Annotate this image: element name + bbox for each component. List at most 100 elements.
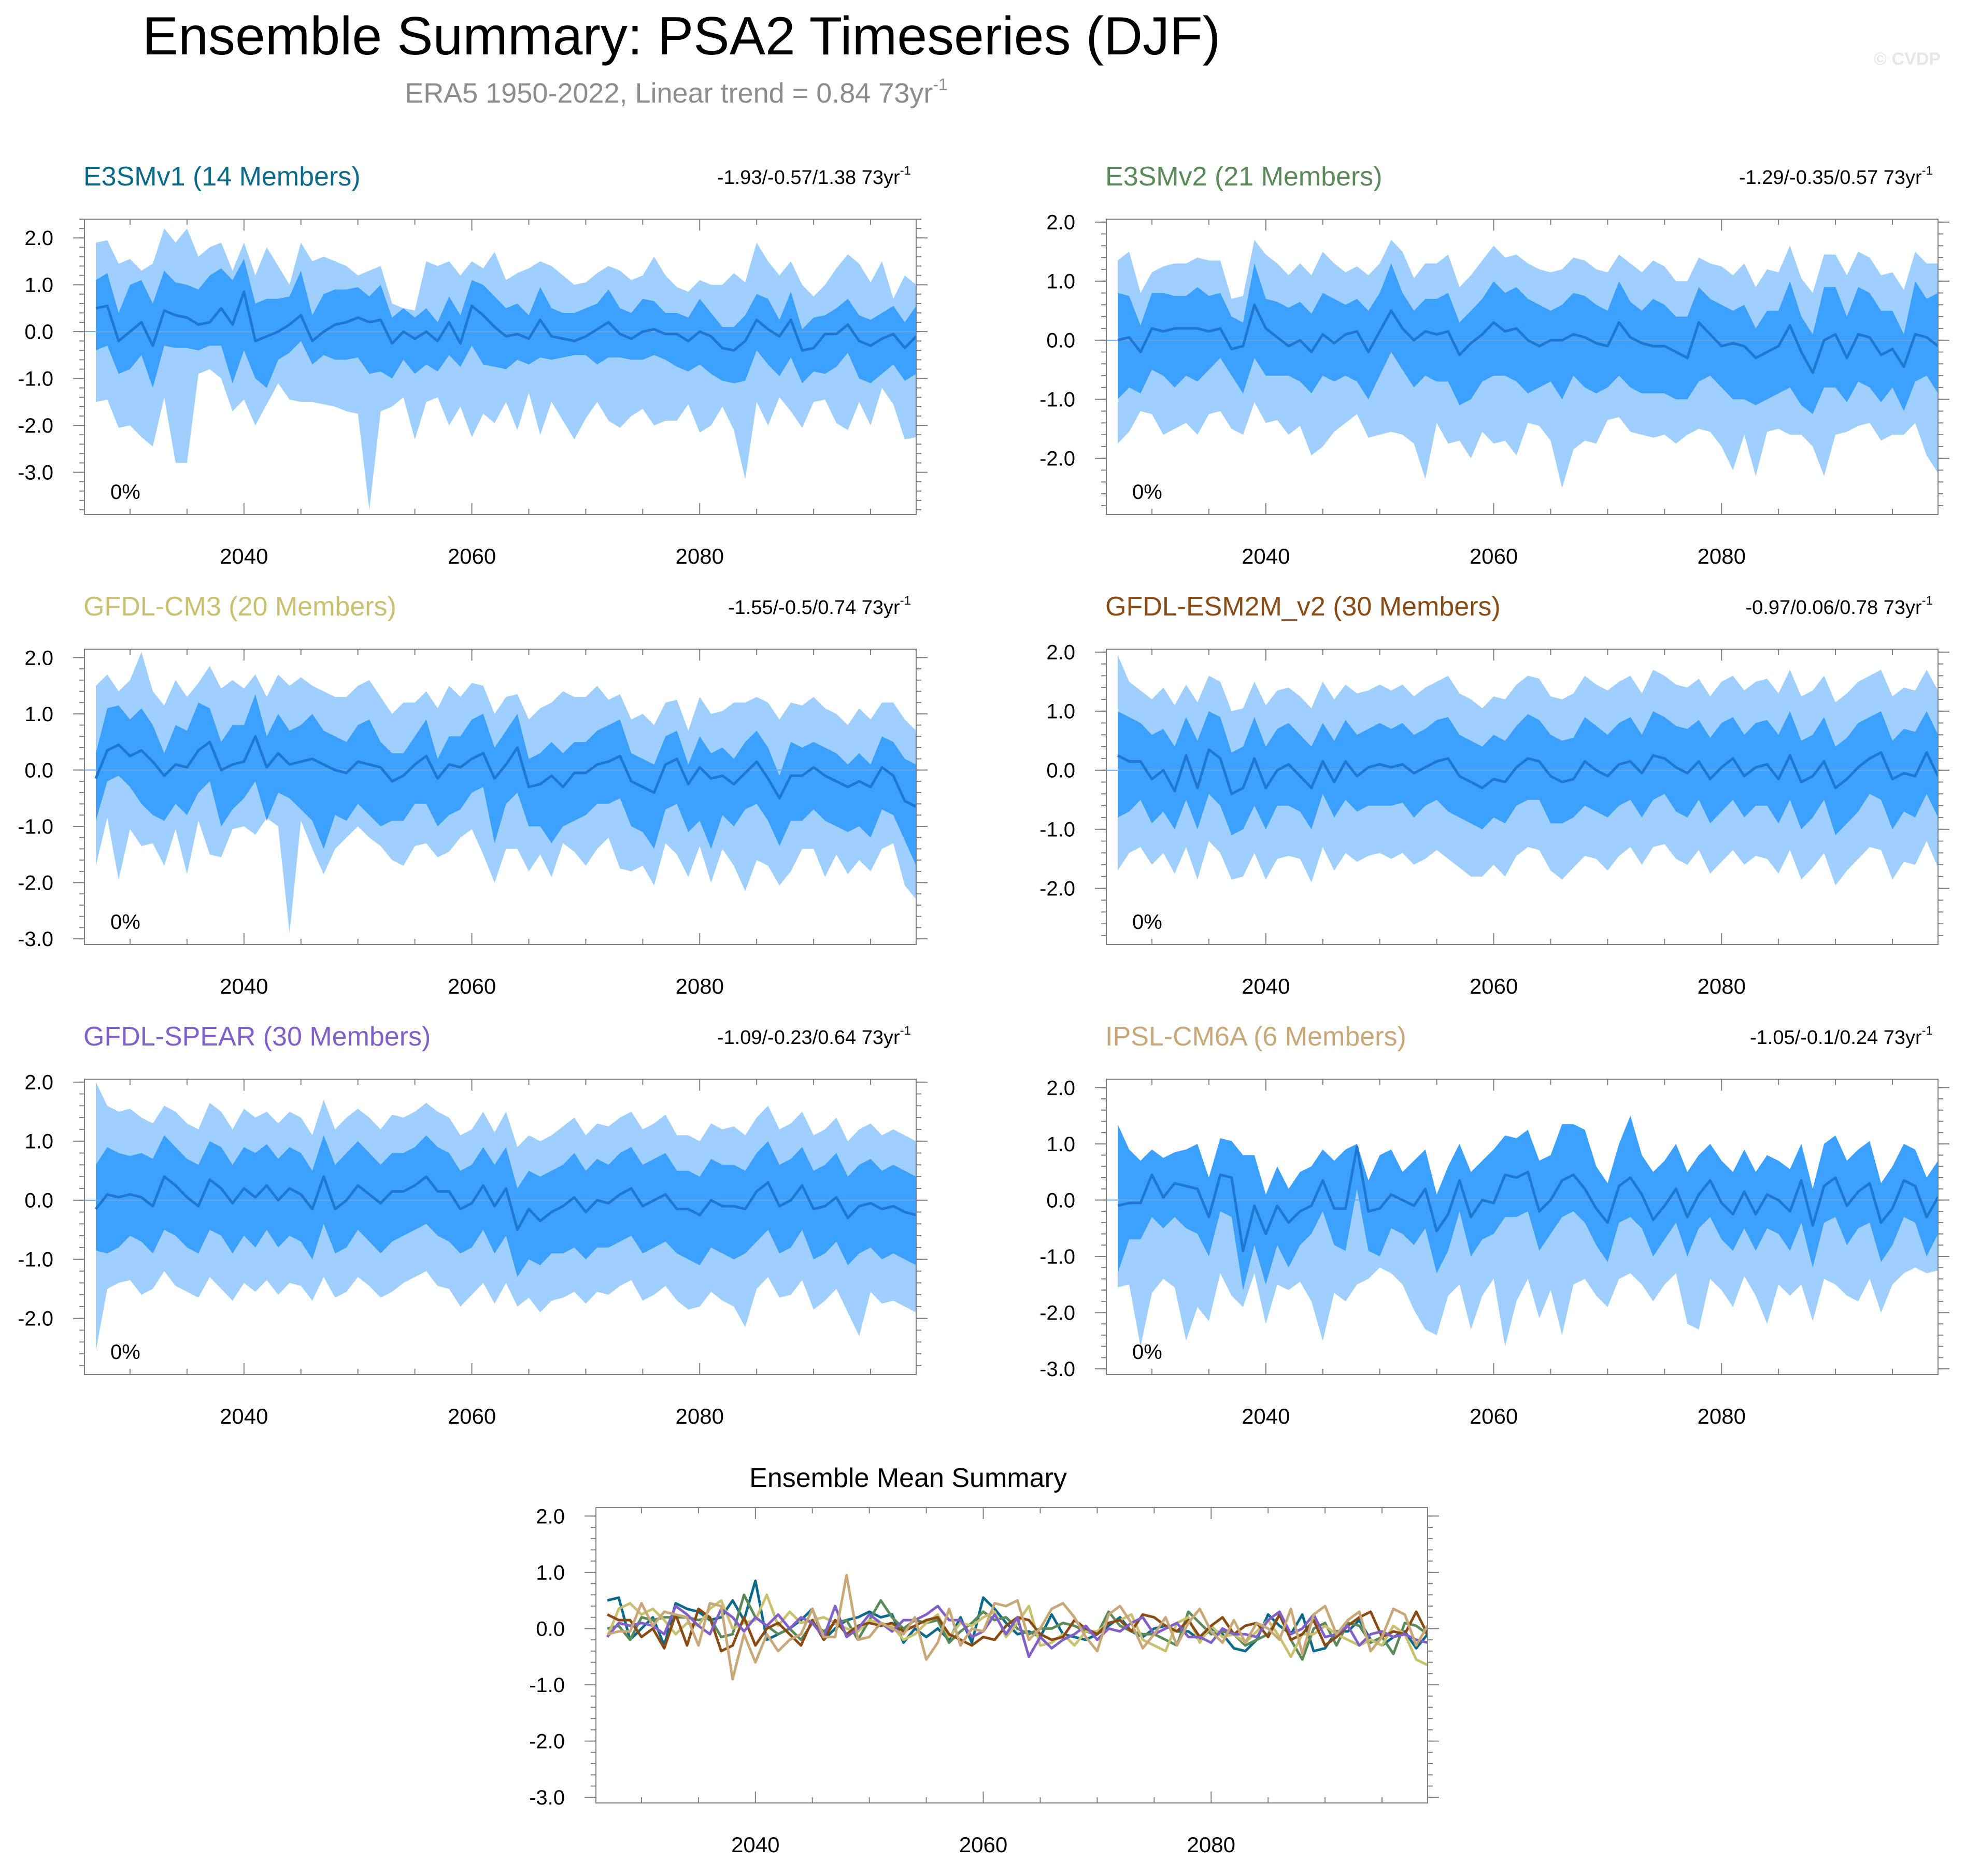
- x-tick-label-gfdl-cm3: 2040: [220, 974, 268, 998]
- x-tick-label-gfdl-esm2m: 2060: [1470, 974, 1518, 998]
- y-tick-label-ipsl-cm6a: 1.0: [1046, 1133, 1075, 1156]
- figure-subtitle: ERA5 1950-2022, Linear trend = 0.84 73yr…: [405, 75, 948, 109]
- y-tick-label-e3smv1: -1.0: [18, 368, 53, 391]
- x-tick-label-ensemble-mean: 2060: [959, 1832, 1007, 1857]
- y-tick-label-gfdl-cm3: 0.0: [24, 759, 53, 782]
- panel-frame-e3smv2: [1106, 219, 1939, 515]
- mean-line-ipsl-cm6a: [1117, 1145, 1938, 1252]
- panel-gfdl-esm2m: GFDL-ESM2M_v2 (30 Members) -0.97/0.06/0.7…: [1039, 592, 1949, 998]
- y-tick-label-gfdl-cm3: -2.0: [18, 872, 53, 895]
- x-tick-label-gfdl-spear: 2060: [448, 1404, 496, 1428]
- series-line-e3smv2: [607, 1593, 1428, 1661]
- y-tick-label-e3smv2: 0.0: [1046, 330, 1075, 352]
- panel-frame-ensemble-mean: [595, 1507, 1428, 1803]
- y-tick-label-gfdl-spear: 2.0: [24, 1071, 53, 1094]
- panel-trend-text-gfdl-cm3: -1.55/-0.5/0.74 73yr: [728, 597, 900, 619]
- panel-annotation-gfdl-cm3: 0%: [110, 911, 140, 934]
- y-tick-label-e3smv1: -3.0: [18, 462, 53, 484]
- x-tick-label-ipsl-cm6a: 2040: [1242, 1404, 1290, 1428]
- panel-trend-superscript-gfdl-spear: -1: [900, 1024, 911, 1038]
- y-tick-label-gfdl-spear: 1.0: [24, 1130, 53, 1153]
- panel-annotation-e3smv1: 0%: [110, 481, 140, 504]
- y-tick-label-gfdl-cm3: 2.0: [24, 647, 53, 669]
- panel-title-e3smv2: E3SMv2 (21 Members): [1105, 162, 1383, 192]
- x-tick-label-gfdl-cm3: 2080: [676, 974, 724, 998]
- panel-title-e3smv1: E3SMv1 (14 Members): [83, 162, 361, 192]
- y-tick-label-gfdl-spear: -2.0: [18, 1308, 53, 1330]
- y-tick-label-ipsl-cm6a: -3.0: [1039, 1358, 1075, 1381]
- panel-trend-gfdl-spear: -1.09/-0.23/0.64 73yr-1: [717, 1024, 911, 1049]
- panel-trend-gfdl-esm2m: -0.97/0.06/0.78 73yr-1: [1746, 594, 1933, 619]
- x-tick-label-e3smv2: 2060: [1470, 544, 1518, 568]
- figure-subtitle-superscript: -1: [933, 75, 947, 94]
- y-tick-label-gfdl-esm2m: 1.0: [1046, 700, 1075, 723]
- panel-frame-ipsl-cm6a: [1106, 1079, 1939, 1375]
- y-tick-label-ipsl-cm6a: -2.0: [1039, 1302, 1075, 1325]
- x-tick-label-ensemble-mean: 2040: [731, 1832, 779, 1857]
- mean-line-gfdl-spear: [95, 1175, 916, 1231]
- x-tick-label-e3smv1: 2060: [448, 544, 496, 568]
- panel-ensemble-mean: Ensemble Mean Summary 2.0 1.0 0.0 -1.0 -2.0 -3…: [529, 1463, 1439, 1857]
- panel-title-ensemble-mean: Ensemble Mean Summary: [749, 1463, 1067, 1493]
- mean-line-e3smv1: [95, 290, 916, 352]
- panel-title-gfdl-cm3: GFDL-CM3 (20 Members): [83, 592, 396, 622]
- panel-plot-gfdl-cm3: [84, 652, 916, 934]
- y-tick-label-e3smv1: 1.0: [24, 274, 53, 297]
- y-tick-label-gfdl-spear: -1.0: [18, 1249, 53, 1271]
- panel-trend-text-e3smv1: -1.93/-0.57/1.38 73yr: [717, 167, 900, 189]
- y-tick-label-gfdl-cm3: -1.0: [18, 815, 53, 838]
- x-tick-label-gfdl-spear: 2040: [220, 1404, 268, 1428]
- panel-plot-e3smv2: [1106, 239, 1938, 488]
- y-tick-label-gfdl-esm2m: -2.0: [1039, 878, 1075, 900]
- panel-title-gfdl-esm2m: GFDL-ESM2M_v2 (30 Members): [1105, 592, 1501, 622]
- panel-frame-gfdl-spear: [84, 1079, 917, 1375]
- panel-frame-gfdl-esm2m: [1106, 649, 1939, 945]
- y-tick-label-ipsl-cm6a: 0.0: [1046, 1189, 1075, 1212]
- x-tick-label-e3smv1: 2040: [220, 544, 268, 568]
- y-tick-label-gfdl-esm2m: -1.0: [1039, 819, 1075, 841]
- band-inner-gfdl-cm3: [96, 694, 916, 866]
- y-tick-label-ensemble-mean: -3.0: [529, 1786, 565, 1809]
- x-tick-label-gfdl-esm2m: 2040: [1242, 974, 1290, 998]
- y-tick-label-e3smv1: 2.0: [24, 227, 53, 250]
- x-tick-label-ensemble-mean: 2080: [1187, 1832, 1235, 1857]
- panel-plot-ensemble-mean: [606, 1573, 1428, 1681]
- panel-trend-superscript-e3smv1: -1: [900, 164, 911, 178]
- panel-trend-ipsl-cm6a: -1.05/-0.1/0.24 73yr-1: [1750, 1024, 1933, 1049]
- panel-trend-text-ipsl-cm6a: -1.05/-0.1/0.24 73yr: [1750, 1027, 1922, 1049]
- panel-trend-superscript-e3smv2: -1: [1922, 164, 1933, 178]
- panel-frame-gfdl-cm3: [84, 649, 917, 945]
- y-tick-label-e3smv2: -1.0: [1039, 389, 1075, 411]
- mean-line-gfdl-esm2m: [1117, 748, 1938, 795]
- y-tick-label-gfdl-cm3: 1.0: [24, 703, 53, 726]
- panel-annotation-gfdl-spear: 0%: [110, 1341, 140, 1364]
- panel-title-gfdl-spear: GFDL-SPEAR (30 Members): [83, 1022, 431, 1052]
- x-tick-label-gfdl-cm3: 2060: [448, 974, 496, 998]
- x-tick-label-e3smv2: 2040: [1242, 544, 1290, 568]
- x-tick-label-ipsl-cm6a: 2080: [1698, 1404, 1746, 1428]
- y-tick-label-ipsl-cm6a: 2.0: [1046, 1077, 1075, 1099]
- panel-ipsl-cm6a: IPSL-CM6A (6 Members) -1.05/-0.1/0.24 73y…: [1039, 1022, 1949, 1428]
- y-tick-label-ensemble-mean: 2.0: [536, 1505, 565, 1528]
- y-tick-label-ensemble-mean: -1.0: [529, 1674, 565, 1697]
- y-tick-label-e3smv2: 1.0: [1046, 270, 1075, 293]
- y-tick-label-ensemble-mean: 1.0: [536, 1562, 565, 1584]
- band-inner-gfdl-spear: [96, 1135, 916, 1277]
- x-tick-label-e3smv1: 2080: [676, 544, 724, 568]
- x-tick-label-gfdl-esm2m: 2080: [1698, 974, 1746, 998]
- mean-line-e3smv2: [1117, 303, 1938, 374]
- x-tick-label-gfdl-spear: 2080: [676, 1404, 724, 1428]
- band-inner-e3smv1: [96, 259, 916, 388]
- panel-trend-gfdl-cm3: -1.55/-0.5/0.74 73yr-1: [728, 594, 911, 619]
- panel-annotation-ipsl-cm6a: 0%: [1132, 1341, 1162, 1364]
- figure-title: Ensemble Summary: PSA2 Timeseries (DJF): [143, 6, 1221, 66]
- panel-trend-e3smv2: -1.29/-0.35/0.57 73yr-1: [1739, 164, 1933, 189]
- y-tick-label-ipsl-cm6a: -1.0: [1039, 1245, 1075, 1268]
- y-tick-label-e3smv1: 0.0: [24, 321, 53, 343]
- x-tick-label-ipsl-cm6a: 2060: [1470, 1404, 1518, 1428]
- panel-trend-superscript-gfdl-cm3: -1: [900, 594, 911, 608]
- band-inner-ipsl-cm6a: [1118, 1115, 1938, 1291]
- panel-plot-e3smv1: [84, 228, 916, 510]
- series-line-gfdl-esm2m: [606, 1607, 1428, 1653]
